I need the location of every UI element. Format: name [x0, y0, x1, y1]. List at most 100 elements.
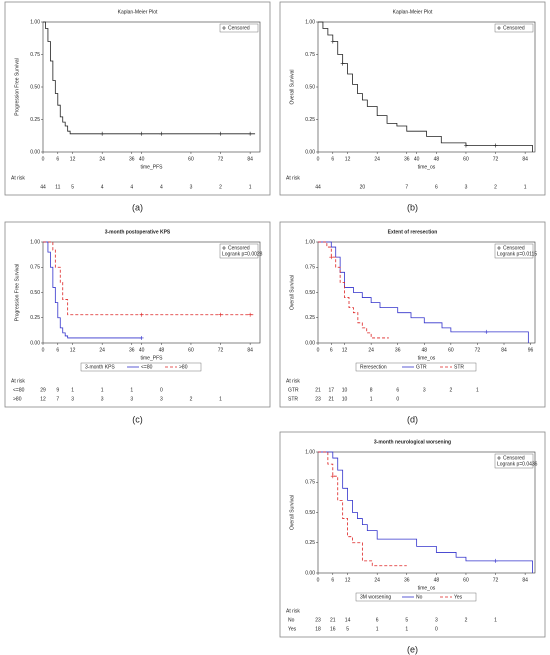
at-risk-count: 3: [465, 184, 468, 190]
x-tick-label: 24: [374, 577, 380, 583]
x-tick-label: 6: [331, 156, 334, 162]
at-risk-count: 3: [190, 184, 193, 190]
censor-symbol: [497, 26, 501, 30]
x-tick-label: 72: [218, 347, 224, 353]
censor-mark: [329, 255, 334, 260]
legend-label: STR: [454, 364, 464, 370]
x-tick-label: 12: [345, 577, 351, 583]
at-risk-count: 44: [40, 184, 46, 190]
x-tick-label: 12: [342, 347, 348, 353]
x-tick-label: 72: [475, 347, 481, 353]
at-risk-count: 29: [40, 387, 46, 393]
panel-frame: [279, 221, 546, 408]
legend-label: Yes: [454, 594, 463, 600]
x-tick-label: 24: [374, 156, 380, 162]
legend-label: >80: [179, 364, 188, 370]
x-axis-label: time_PFS: [141, 355, 164, 361]
y-tick-label: 0.50: [305, 510, 315, 516]
at-risk-group: GTR: [288, 387, 299, 393]
at-risk-count: 10: [342, 387, 348, 393]
at-risk-group: >80: [13, 396, 22, 402]
y-tick-label: 0.25: [30, 315, 40, 321]
legend-label: <=80: [141, 364, 153, 370]
at-risk-count: 0: [396, 396, 399, 402]
x-tick-label: 60: [463, 577, 469, 583]
x-tick-label: 72: [218, 156, 224, 162]
legend-title: 3-month KPS: [85, 364, 115, 370]
y-tick-label: 0.00: [30, 149, 40, 155]
panel-label: (b): [407, 202, 418, 212]
x-tick-label: 6: [330, 347, 333, 353]
plot-area: [317, 451, 536, 574]
at-risk-count: 4: [101, 184, 104, 190]
y-tick-label: 0.50: [30, 290, 40, 296]
survival-curve: [318, 241, 529, 343]
x-tick-label: 6: [56, 347, 59, 353]
censor-mark: [100, 131, 105, 136]
censor-legend: [219, 243, 259, 259]
x-tick-label: 6: [56, 156, 59, 162]
at-risk-count: 4: [160, 184, 163, 190]
chart-title: Kaplan-Meier Plot: [393, 9, 433, 15]
x-axis-label: time_os: [418, 355, 436, 361]
panel-frame: [4, 1, 271, 196]
at-risk-count: 2: [219, 184, 222, 190]
censor-legend: [494, 243, 534, 259]
panel-label: (e): [407, 644, 418, 654]
x-tick-label: 40: [139, 156, 145, 162]
at-risk-count: 4: [130, 184, 133, 190]
x-tick-label: 48: [159, 347, 165, 353]
at-risk-label: At risk: [11, 378, 25, 384]
x-tick-label: 36: [129, 156, 135, 162]
at-risk-label: At risk: [11, 175, 25, 181]
x-axis-label: time_os: [418, 164, 436, 170]
at-risk-count: 18: [315, 626, 321, 632]
censor-mark: [218, 131, 223, 136]
at-risk-group: Yes: [288, 626, 297, 632]
censor-legend-label: Censored: [228, 25, 250, 31]
survival-curve: [318, 21, 533, 152]
y-axis-label: Progression Free Survival: [14, 58, 20, 116]
at-risk-count: 7: [405, 184, 408, 190]
at-risk-count: 14: [345, 617, 351, 623]
y-tick-label: 1.00: [305, 449, 315, 455]
censor-symbol: [222, 246, 226, 250]
censor-symbol: [497, 246, 501, 250]
at-risk-count: 2: [190, 396, 193, 402]
censor-legend-label: Censored: [503, 245, 525, 251]
censor-legend: [494, 23, 534, 33]
censor-mark: [330, 474, 335, 479]
logrank-annotation: Logrank p=0.0436: [497, 461, 538, 467]
x-tick-label: 48: [434, 156, 440, 162]
y-tick-label: 0.00: [30, 340, 40, 346]
at-risk-count: 16: [330, 626, 336, 632]
censor-legend-label: Censored: [503, 455, 525, 461]
panel-label: (a): [132, 202, 143, 212]
at-risk-count: 3: [160, 396, 163, 402]
chart-title: Extent of reresection: [388, 229, 438, 235]
at-risk-count: 6: [396, 387, 399, 393]
survival-curve: [318, 451, 407, 567]
censor-mark: [139, 312, 144, 317]
at-risk-count: 21: [315, 387, 321, 393]
y-tick-label: 0.25: [305, 540, 315, 546]
at-risk-count: 2: [449, 387, 452, 393]
censor-symbol: [497, 456, 501, 460]
at-risk-count: 2: [465, 617, 468, 623]
x-tick-label: 24: [99, 156, 105, 162]
x-tick-label: 0: [317, 156, 320, 162]
at-risk-count: 21: [330, 617, 336, 623]
x-tick-label: 12: [345, 156, 351, 162]
panel-frame: [279, 431, 546, 638]
chart-title: 3-month postoperative KPS: [105, 229, 171, 235]
y-tick-label: 0.00: [305, 570, 315, 576]
x-tick-label: 84: [522, 577, 528, 583]
x-axis-label: time_os: [418, 585, 436, 591]
y-tick-label: 0.75: [305, 265, 315, 271]
logrank-annotation: Logrank p=0.0028: [222, 251, 263, 257]
y-tick-label: 0.00: [305, 340, 315, 346]
y-tick-label: 1.00: [305, 239, 315, 245]
at-risk-count: 3: [423, 387, 426, 393]
x-tick-label: 36: [395, 347, 401, 353]
y-tick-label: 1.00: [30, 239, 40, 245]
